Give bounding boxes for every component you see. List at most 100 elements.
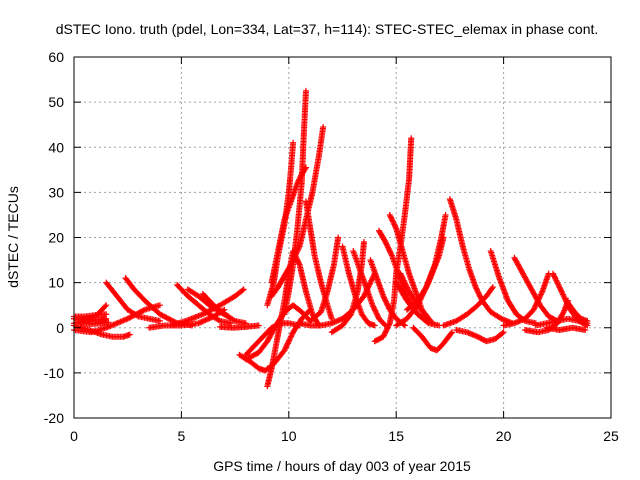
data-point: [389, 217, 396, 224]
data-point: [288, 333, 295, 340]
data-point: [386, 211, 393, 218]
data-point: [533, 299, 540, 306]
data-point: [281, 347, 288, 354]
data-point: [156, 311, 163, 318]
data-point: [551, 274, 558, 281]
data-point: [557, 287, 564, 294]
data-point: [230, 317, 237, 324]
data-point: [275, 320, 282, 327]
data-point: [129, 312, 136, 319]
data-point: [387, 213, 394, 220]
data-point: [290, 139, 297, 146]
data-point: [382, 298, 389, 305]
data-point: [560, 292, 567, 299]
data-point: [292, 251, 299, 258]
data-point: [287, 262, 294, 269]
data-point: [320, 123, 327, 130]
data-point: [293, 249, 300, 256]
data-point: [388, 214, 395, 221]
data-point: [295, 244, 302, 251]
data-point: [380, 332, 387, 339]
data-point: [382, 328, 389, 335]
data-point: [442, 211, 449, 218]
y-tick-label: -20: [44, 410, 64, 426]
data-point: [398, 273, 405, 280]
data-point: [290, 256, 297, 263]
data-point: [554, 280, 561, 287]
data-point: [288, 260, 295, 267]
data-point: [380, 294, 387, 301]
data-point: [473, 285, 480, 292]
data-point: [370, 303, 377, 310]
data-point: [397, 270, 404, 277]
data-point: [284, 340, 291, 347]
data-point: [553, 278, 560, 285]
data-point: [380, 333, 387, 340]
data-point: [400, 276, 407, 283]
data-point: [408, 135, 415, 142]
data-point: [282, 344, 289, 351]
data-point: [537, 292, 544, 299]
data-point: [283, 343, 290, 350]
data-point: [205, 315, 212, 322]
data-point: [550, 270, 557, 277]
data-point: [382, 329, 389, 336]
data-point: [295, 260, 302, 267]
data-point: [536, 294, 543, 301]
data-point: [162, 313, 169, 320]
data-point: [126, 331, 133, 338]
y-tick-label: 30: [48, 184, 64, 200]
data-point: [403, 283, 410, 290]
data-point: [401, 278, 408, 285]
data-point: [550, 271, 557, 278]
x-tick-label: 10: [281, 428, 297, 444]
x-axis-label: GPS time / hours of day 003 of year 2015: [213, 458, 471, 474]
data-point: [449, 329, 456, 336]
data-point: [103, 302, 110, 309]
data-point: [534, 298, 541, 305]
data-point: [530, 306, 537, 313]
data-point: [103, 311, 110, 318]
data-point: [537, 291, 544, 298]
data-point: [584, 320, 591, 327]
data-point: [126, 315, 133, 322]
x-tick-label: 20: [496, 428, 512, 444]
data-point: [139, 308, 146, 315]
data-point: [374, 313, 381, 320]
data-point: [428, 319, 435, 326]
data-point: [347, 312, 354, 319]
y-tick-label: 0: [56, 320, 64, 336]
data-point: [239, 287, 246, 294]
data-point: [381, 331, 388, 338]
data-point: [135, 310, 142, 317]
data-point: [474, 288, 481, 295]
data-point: [440, 234, 447, 241]
data-point: [535, 296, 542, 303]
data-point: [285, 338, 292, 345]
data-point: [533, 301, 540, 308]
data-point: [402, 280, 409, 287]
data-point: [582, 327, 589, 334]
data-point: [392, 224, 399, 231]
data-point: [159, 312, 166, 319]
data-points: [71, 87, 591, 390]
data-point: [286, 336, 293, 343]
data-point: [124, 315, 131, 322]
data-point: [210, 305, 217, 312]
data-point: [160, 313, 167, 320]
data-point: [127, 314, 134, 321]
data-point: [214, 303, 221, 310]
data-point: [201, 317, 208, 324]
data-point: [386, 248, 393, 255]
data-point: [384, 302, 391, 309]
x-tick-label: 0: [70, 428, 78, 444]
data-point: [195, 320, 202, 327]
data-point: [371, 322, 378, 329]
data-point: [196, 319, 203, 326]
data-point: [156, 317, 163, 324]
x-tick-label: 25: [603, 428, 619, 444]
y-tick-label: 50: [48, 94, 64, 110]
data-point: [373, 310, 380, 317]
data-point: [387, 249, 394, 256]
data-point: [448, 330, 455, 337]
